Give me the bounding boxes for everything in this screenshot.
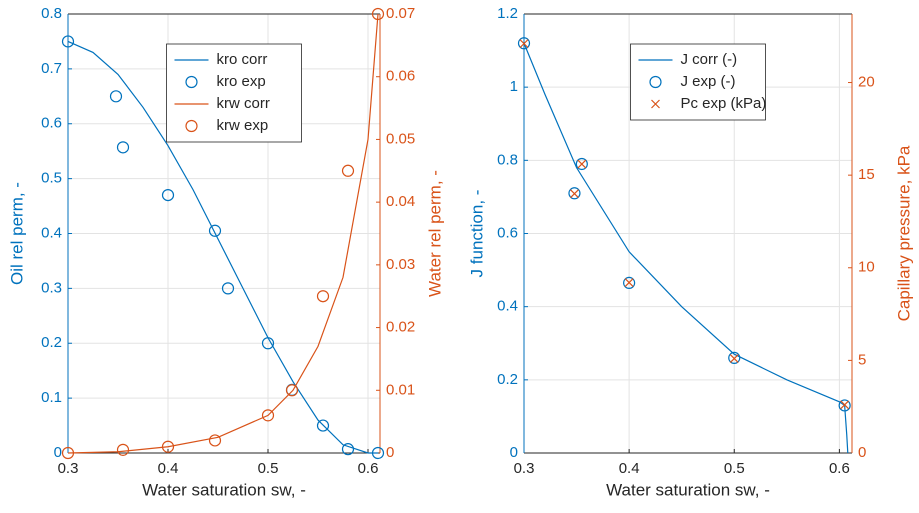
marker: [341, 443, 355, 456]
y-tick-label: 0.6: [41, 115, 62, 132]
marker: [575, 157, 588, 171]
x-tick-label: 0.6: [829, 460, 850, 477]
legend-label: Pc exp (kPa): [681, 95, 767, 112]
x-tick-label: 0.4: [158, 460, 179, 477]
marker: [316, 419, 330, 432]
x-axis-label: Water saturation sw, -: [606, 480, 770, 499]
y2-axis-label: Water rel perm, -: [425, 170, 444, 297]
y2-tick-label: 10: [858, 259, 875, 276]
y-tick-label: 0.4: [41, 224, 62, 241]
y-tick-label: 0.3: [41, 279, 62, 296]
y-tick-label: 1: [510, 78, 518, 95]
marker: [341, 164, 355, 177]
y-tick-label: 0.8: [41, 5, 62, 22]
marker: [208, 224, 222, 237]
series-line: [67, 40, 378, 454]
y-tick-label: 0.5: [41, 170, 62, 187]
marker: [838, 399, 851, 412]
y2-tick-label: 0.01: [386, 381, 415, 398]
marker: [729, 354, 739, 363]
y2-tick-label: 0.03: [386, 256, 415, 273]
y-axis-label: J function, -: [467, 190, 486, 278]
y-tick-label: 1.2: [497, 5, 518, 22]
y2-tick-label: 15: [858, 166, 875, 183]
marker: [116, 141, 130, 154]
marker: [570, 189, 579, 199]
legend-swatch: [651, 99, 660, 109]
y-tick-label: 0: [54, 444, 62, 461]
legend-label: kro corr: [217, 51, 268, 68]
marker: [624, 278, 634, 288]
marker: [519, 39, 529, 49]
y-tick-label: 0.8: [497, 151, 518, 168]
y2-tick-label: 0.07: [386, 5, 415, 22]
x-tick-label: 0.4: [619, 460, 640, 477]
x-tick-label: 0.5: [724, 460, 745, 477]
marker: [116, 443, 130, 456]
y2-tick-label: 0.02: [386, 319, 415, 336]
y2-tick-label: 0.05: [386, 130, 415, 147]
y-tick-label: 0: [510, 444, 518, 461]
y-tick-label: 0.2: [41, 334, 62, 351]
legend-label: J corr (-): [681, 51, 738, 68]
legend-label: krw corr: [217, 95, 270, 112]
y2-tick-label: 5: [858, 351, 866, 368]
x-tick-label: 0.3: [58, 460, 79, 477]
marker: [109, 90, 123, 103]
marker: [517, 37, 531, 50]
marker: [371, 7, 385, 21]
marker: [577, 159, 587, 169]
x-tick-label: 0.6: [358, 460, 379, 477]
legend-swatch: [649, 75, 662, 89]
y2-tick-label: 0: [386, 444, 394, 461]
y-tick-label: 0.1: [41, 389, 62, 406]
y2-tick-label: 20: [858, 74, 875, 91]
series-line: [523, 43, 849, 454]
legend-swatch: [185, 119, 198, 133]
y-tick-label: 0.7: [41, 60, 62, 77]
marker: [161, 440, 175, 453]
marker: [221, 282, 235, 295]
marker: [728, 351, 741, 364]
y2-tick-label: 0: [858, 444, 866, 461]
series-line: [67, 13, 379, 454]
legend-label: krw exp: [217, 117, 269, 134]
marker: [568, 187, 581, 200]
marker: [840, 400, 850, 410]
y2-tick-label: 0.04: [386, 193, 415, 210]
marker: [161, 188, 175, 202]
marker: [261, 337, 275, 350]
y2-tick-label: 0.06: [386, 68, 415, 85]
marker: [208, 434, 222, 447]
x-tick-label: 0.3: [514, 460, 535, 477]
y2-axis-label: Capillary pressure, kPa: [894, 145, 913, 321]
marker: [61, 35, 75, 48]
legend-label: kro exp: [217, 73, 266, 90]
y-axis-label: Oil rel perm, -: [7, 182, 26, 285]
marker: [316, 290, 330, 303]
x-axis-label: Water saturation sw, -: [142, 480, 306, 499]
marker: [261, 409, 275, 422]
marker: [623, 276, 636, 289]
y-tick-label: 0.4: [497, 298, 518, 315]
marker: [61, 446, 75, 460]
marker: [285, 384, 299, 397]
marker: [371, 446, 385, 460]
y-tick-label: 0.2: [497, 371, 518, 388]
legend-label: J exp (-): [681, 73, 736, 90]
x-tick-label: 0.5: [258, 460, 279, 477]
legend-swatch: [185, 75, 198, 89]
y-tick-label: 0.6: [497, 224, 518, 241]
